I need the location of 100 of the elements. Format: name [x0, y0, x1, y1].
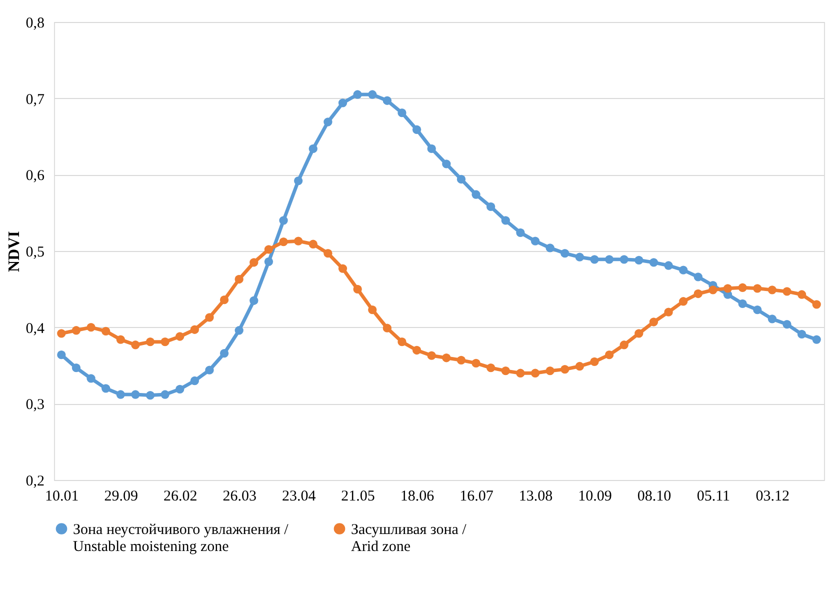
point [220, 296, 229, 304]
point [486, 363, 496, 372]
point [516, 228, 525, 237]
point [116, 390, 125, 399]
point [412, 125, 422, 134]
point [250, 258, 258, 267]
point [353, 284, 362, 294]
x-tick-label: 23.04 [282, 488, 316, 504]
y-tick-label: 0,5 [26, 244, 44, 260]
point [634, 329, 644, 338]
x-tick-label: 16.07 [460, 488, 494, 504]
point [176, 384, 184, 394]
point [516, 368, 525, 378]
point [427, 351, 436, 360]
point [338, 264, 348, 273]
x-tick-label: 21.05 [341, 488, 375, 504]
point [146, 390, 155, 400]
point [382, 324, 392, 332]
point [146, 338, 155, 346]
x-tick-label: 26.02 [163, 488, 198, 504]
point [486, 202, 496, 212]
point [560, 248, 570, 258]
y-tick-label: 0,3 [26, 397, 44, 414]
point [738, 299, 747, 308]
point [86, 323, 96, 332]
point [738, 283, 747, 292]
point [708, 286, 718, 294]
point [590, 255, 599, 264]
point [57, 350, 66, 360]
point [575, 252, 584, 262]
point [501, 366, 510, 376]
point [456, 174, 466, 184]
point [86, 374, 96, 383]
point [368, 305, 377, 314]
point [530, 368, 540, 378]
y-tick-label: 0,8 [26, 16, 44, 32]
point [456, 356, 466, 364]
y-tick-label: 0,4 [26, 320, 45, 337]
point [442, 354, 451, 362]
point [546, 244, 554, 252]
legend-label: Зона неустойчивого увлажнения / Unstable moistening zone [73, 522, 290, 555]
x-tick-label: 03.12 [756, 488, 790, 504]
point [694, 272, 702, 282]
point [575, 362, 584, 371]
y-tick-label: 0,2 [26, 474, 44, 490]
point [664, 261, 673, 270]
point [678, 266, 688, 274]
point [250, 296, 258, 305]
point [116, 335, 125, 344]
point [131, 340, 140, 350]
point [101, 326, 110, 336]
point [205, 313, 214, 322]
point [220, 348, 229, 358]
point [546, 366, 554, 376]
point [427, 144, 436, 154]
x-tick-label: 13.08 [518, 488, 553, 504]
point [604, 255, 614, 264]
point [176, 332, 184, 341]
x-tick-label: 29.09 [104, 488, 138, 504]
point [664, 308, 673, 316]
y-axis-title: NDVI [6, 231, 23, 272]
point [753, 305, 762, 314]
point [398, 108, 406, 118]
point [368, 90, 377, 99]
point [797, 290, 806, 299]
point [264, 245, 274, 254]
point [234, 274, 244, 284]
point [101, 384, 110, 393]
x-tick-label: 08.10 [637, 488, 672, 504]
point [324, 248, 332, 258]
x-tick-label: 10.01 [45, 488, 79, 504]
point [620, 340, 628, 350]
point [782, 287, 792, 296]
point [649, 258, 658, 267]
point [279, 238, 288, 246]
point [160, 390, 170, 399]
point [160, 338, 170, 346]
point [530, 236, 540, 246]
point [620, 255, 628, 264]
point [382, 96, 392, 105]
point [472, 358, 480, 368]
point [338, 98, 348, 108]
point [308, 144, 318, 154]
point [649, 318, 658, 326]
point [57, 329, 66, 338]
point [190, 325, 200, 334]
point [678, 297, 688, 306]
point [308, 240, 318, 248]
y-tick-label: 0,6 [26, 168, 45, 184]
point [768, 314, 777, 324]
point [501, 216, 510, 225]
point [797, 330, 806, 339]
point [131, 390, 140, 399]
point [560, 364, 570, 374]
point [398, 338, 406, 346]
x-tick-label: 18.06 [400, 488, 435, 504]
point [472, 190, 480, 199]
point [723, 284, 732, 293]
point [604, 350, 614, 360]
point [324, 118, 332, 126]
